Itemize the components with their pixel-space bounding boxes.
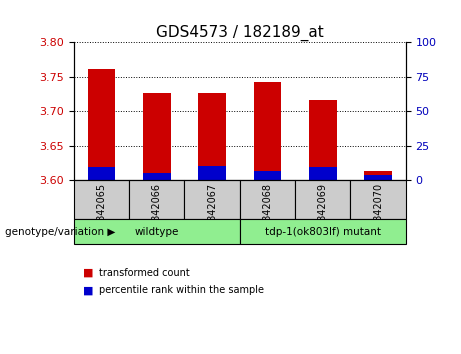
Text: GSM842065: GSM842065 (96, 183, 106, 242)
Bar (74, 180, 129, 219)
Text: ■: ■ (83, 268, 94, 278)
Bar (88, 69, 115, 180)
Bar (364, 171, 392, 180)
Text: GSM842070: GSM842070 (373, 183, 383, 242)
Bar (309, 167, 337, 180)
Text: GSM842066: GSM842066 (152, 183, 162, 242)
Text: transformed count: transformed count (99, 268, 190, 278)
Text: tdp-1(ok803lf) mutant: tdp-1(ok803lf) mutant (265, 227, 381, 237)
Text: percentile rank within the sample: percentile rank within the sample (99, 285, 264, 295)
Bar (309, 99, 337, 180)
Text: genotype/variation ▶: genotype/variation ▶ (5, 227, 115, 237)
Bar (129, 180, 184, 219)
Text: wildtype: wildtype (135, 227, 179, 237)
Bar (198, 166, 226, 180)
Bar (254, 82, 281, 180)
Text: GSM842067: GSM842067 (207, 183, 217, 242)
Bar (240, 180, 295, 219)
Bar (184, 180, 240, 219)
Title: GDS4573 / 182189_at: GDS4573 / 182189_at (156, 25, 324, 41)
Bar (143, 93, 171, 180)
Bar (254, 171, 281, 180)
Bar (88, 167, 115, 180)
Text: GSM842069: GSM842069 (318, 183, 328, 242)
Bar (295, 180, 350, 219)
Text: GSM842068: GSM842068 (262, 183, 272, 242)
Bar (364, 175, 392, 180)
Bar (350, 180, 406, 219)
Bar (143, 172, 171, 180)
Text: ■: ■ (83, 285, 94, 295)
Bar (198, 93, 226, 180)
